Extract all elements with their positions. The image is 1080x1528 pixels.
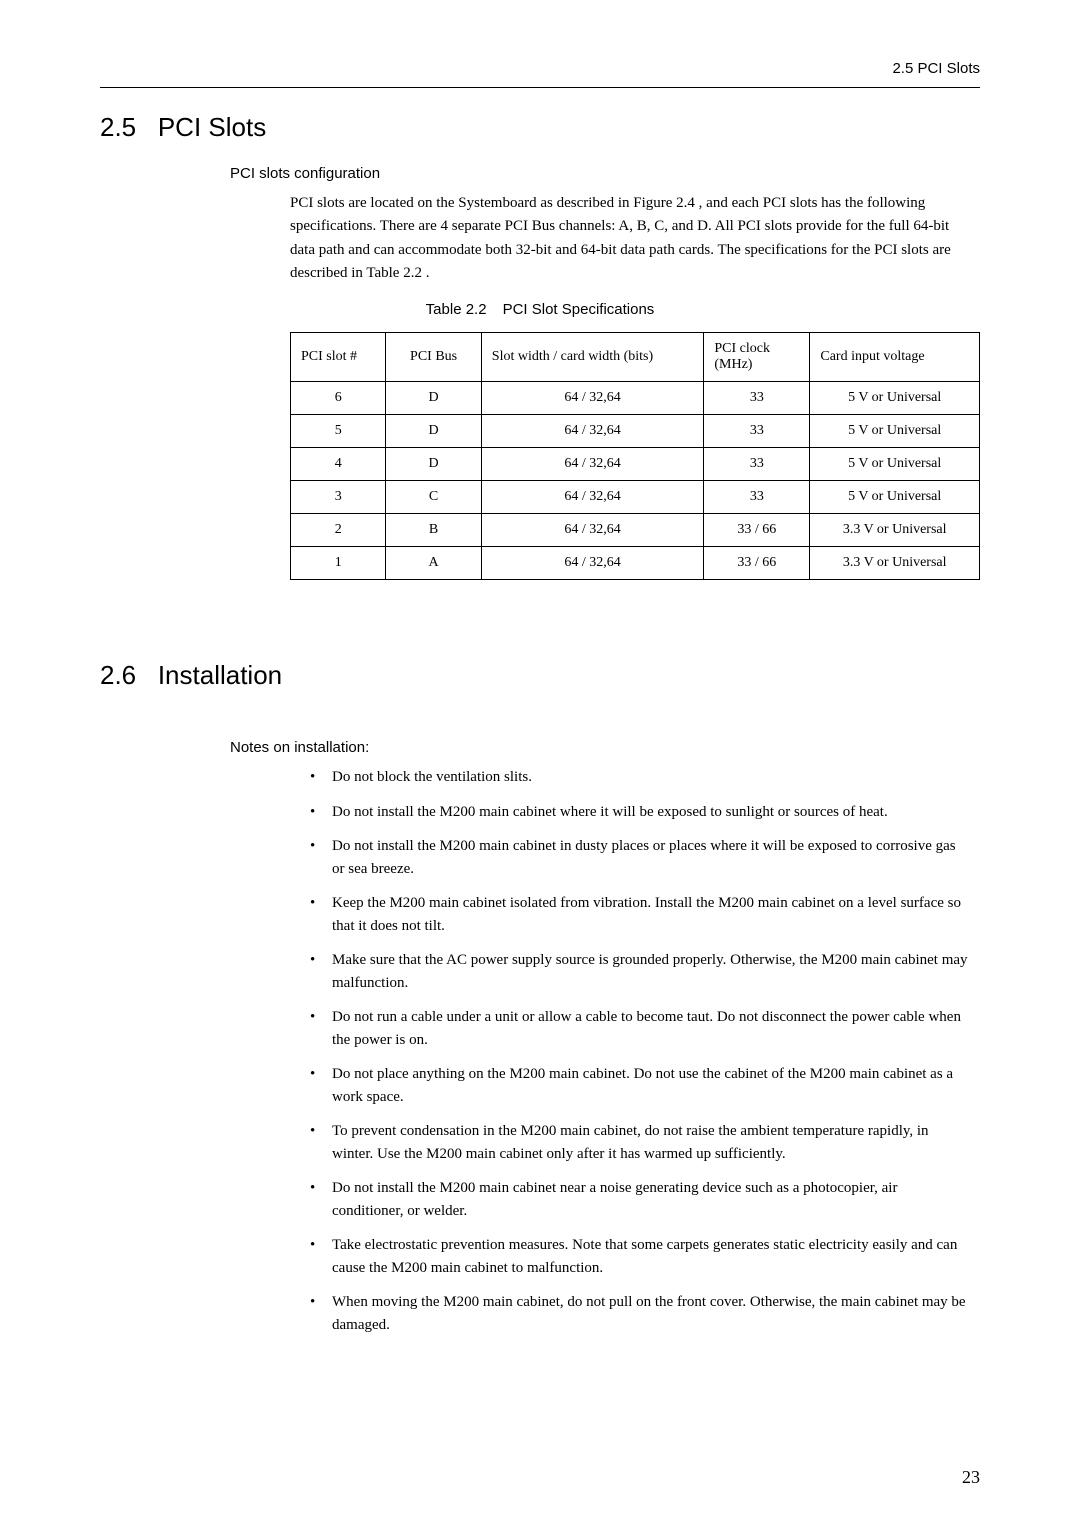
table-cell: 5 V or Universal	[810, 448, 980, 481]
list-item: Do not block the ventilation slits.	[310, 766, 970, 789]
table-cell: 5 V or Universal	[810, 382, 980, 415]
table-row: 6D64 / 32,64335 V or Universal	[291, 382, 980, 415]
table-row: 4D64 / 32,64335 V or Universal	[291, 448, 980, 481]
running-header: 2.5 PCI Slots	[100, 60, 980, 77]
table-cell: 33	[704, 481, 810, 514]
table-cell: 5 V or Universal	[810, 415, 980, 448]
section-number: 2.6	[100, 660, 136, 690]
table-caption: Table 2.2 PCI Slot Specifications	[100, 301, 980, 318]
table-cell: 64 / 32,64	[481, 382, 704, 415]
table-cell: B	[386, 514, 481, 547]
table-cell: 64 / 32,64	[481, 415, 704, 448]
section-number: 2.5	[100, 112, 136, 142]
body-paragraph: PCI slots are located on the Systemboard…	[290, 192, 970, 285]
table-cell: 64 / 32,64	[481, 547, 704, 580]
table-cell: C	[386, 481, 481, 514]
table-cell: 64 / 32,64	[481, 448, 704, 481]
col-header: Card input voltage	[810, 333, 980, 382]
table-row: 1A64 / 32,6433 / 663.3 V or Universal	[291, 547, 980, 580]
table-cell: 64 / 32,64	[481, 514, 704, 547]
table-cell: D	[386, 415, 481, 448]
table-cell: 33 / 66	[704, 514, 810, 547]
table-cell: 4	[291, 448, 386, 481]
table-row: 3C64 / 32,64335 V or Universal	[291, 481, 980, 514]
table-cell: D	[386, 382, 481, 415]
list-item: Make sure that the AC power supply sourc…	[310, 949, 970, 994]
section-title: Installation	[158, 660, 282, 690]
list-item: To prevent condensation in the M200 main…	[310, 1120, 970, 1165]
list-item: Keep the M200 main cabinet isolated from…	[310, 892, 970, 937]
table-cell: 5	[291, 415, 386, 448]
table-cell: 33	[704, 382, 810, 415]
table-cell: 33	[704, 448, 810, 481]
table-row: 5D64 / 32,64335 V or Universal	[291, 415, 980, 448]
table-cell: D	[386, 448, 481, 481]
col-header: PCI Bus	[386, 333, 481, 382]
table-cell: 3	[291, 481, 386, 514]
section-heading-installation: 2.6 Installation	[100, 660, 980, 691]
table-cell: 3.3 V or Universal	[810, 514, 980, 547]
list-item: Do not install the M200 main cabinet whe…	[310, 801, 970, 824]
list-item: Do not install the M200 main cabinet nea…	[310, 1177, 970, 1222]
table-cell: 64 / 32,64	[481, 481, 704, 514]
page-number: 23	[962, 1467, 980, 1488]
table-row: 2B64 / 32,6433 / 663.3 V or Universal	[291, 514, 980, 547]
section-title: PCI Slots	[158, 112, 266, 142]
table-cell: 2	[291, 514, 386, 547]
section-heading-pci-slots: 2.5 PCI Slots	[100, 112, 980, 143]
col-header: PCI slot #	[291, 333, 386, 382]
list-item: Do not run a cable under a unit or allow…	[310, 1006, 970, 1051]
table-cell: 5 V or Universal	[810, 481, 980, 514]
subsection-title: PCI slots configuration	[230, 165, 980, 182]
table-cell: 3.3 V or Universal	[810, 547, 980, 580]
pci-specs-table: PCI slot # PCI Bus Slot width / card wid…	[290, 332, 980, 580]
list-item: Take electrostatic prevention measures. …	[310, 1234, 970, 1279]
notes-list: Do not block the ventilation slits. Do no…	[310, 766, 970, 1336]
list-item: Do not install the M200 main cabinet in …	[310, 835, 970, 880]
col-header: PCI clock (MHz)	[704, 333, 810, 382]
list-item: Do not place anything on the M200 main c…	[310, 1063, 970, 1108]
table-caption-text: PCI Slot Specifications	[503, 301, 655, 318]
table-cell: 1	[291, 547, 386, 580]
table-cell: 33 / 66	[704, 547, 810, 580]
notes-subtitle: Notes on installation:	[230, 739, 980, 756]
table-number: Table 2.2	[426, 301, 487, 318]
table-cell: A	[386, 547, 481, 580]
header-rule	[100, 87, 980, 88]
table-header-row: PCI slot # PCI Bus Slot width / card wid…	[291, 333, 980, 382]
table-cell: 33	[704, 415, 810, 448]
col-header: Slot width / card width (bits)	[481, 333, 704, 382]
table-cell: 6	[291, 382, 386, 415]
list-item: When moving the M200 main cabinet, do no…	[310, 1291, 970, 1336]
